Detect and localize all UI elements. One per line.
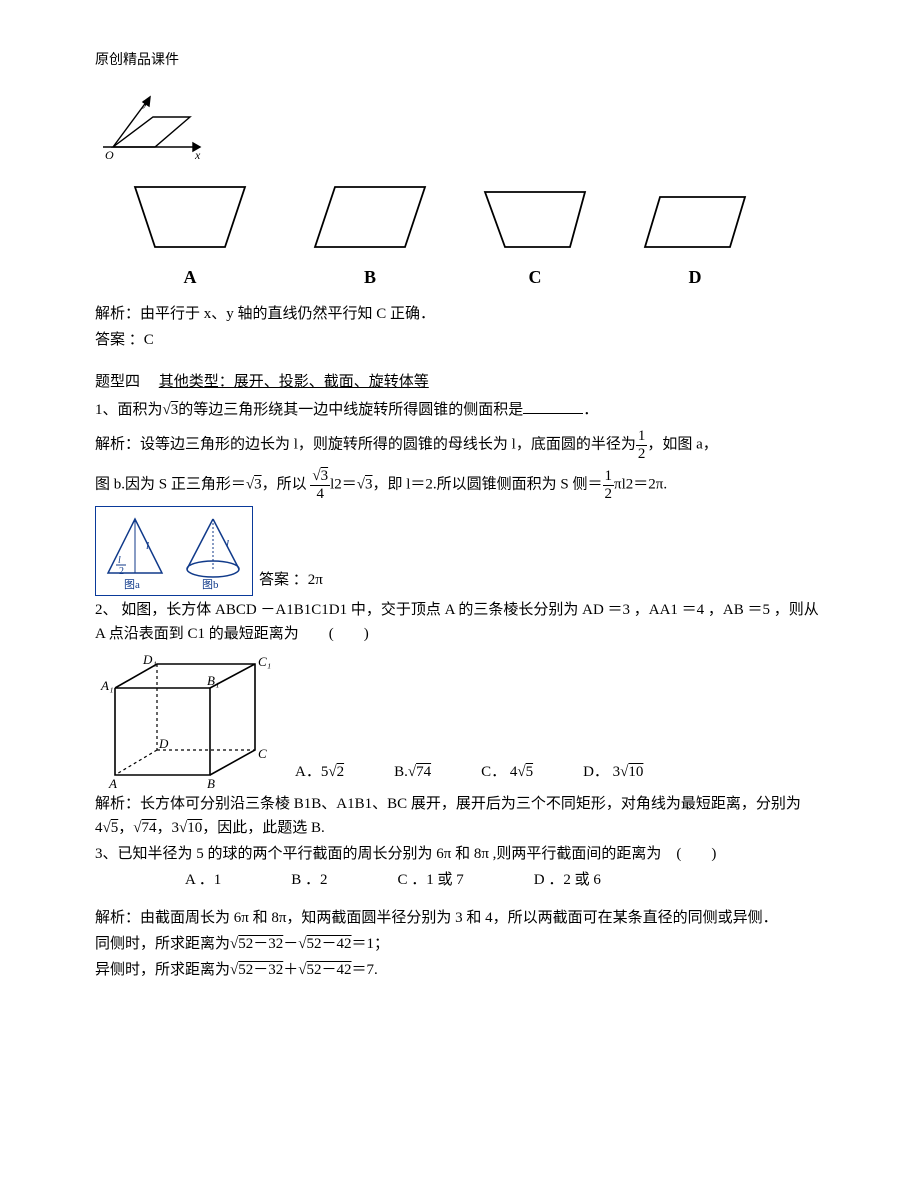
q1-blank <box>523 399 583 414</box>
q1-expl-b: ，如图 a， <box>647 437 717 453</box>
q1-stem-b: 的等边三角形绕其一边中线旋转所得圆锥的侧面积是 <box>178 402 523 418</box>
q2-opt-c: C． 4√5 <box>481 760 533 784</box>
svg-text:B₁: B₁ <box>207 673 219 688</box>
fig-option-b: B <box>305 177 435 292</box>
q1-expl-g: πl2＝2π. <box>614 477 667 493</box>
svg-text:D: D <box>158 736 169 751</box>
option-b-label: B <box>364 263 376 292</box>
q1-expl-1: 解析：设等边三角形的边长为 l，则旋转所得的圆锥的母线长为 l，底面圆的半径为1… <box>95 428 825 462</box>
axis-o-label: O <box>105 148 114 162</box>
q3-opt-b: B ．2 <box>291 868 327 892</box>
frac-d-2: 4 <box>310 486 330 503</box>
frac-n-1: 1 <box>636 428 648 446</box>
q2-opt-d: D． 3√10 <box>583 760 643 784</box>
q2-options: A．5√2 B.√74 C． 4√5 D． 3√10 <box>295 760 643 790</box>
q3-opt-d: D ．2 或 6 <box>534 868 601 892</box>
section-4-title: 题型四 其他类型：展开、投影、截面、旋转体等 <box>95 370 825 394</box>
q1-expl-c: 图 b.因为 S 正三角形＝ <box>95 477 246 493</box>
q2-explanation: 解析：长方体可分别沿三条棱 B1B、A1B1、BC 展开，展开后为三个不同矩形，… <box>95 792 825 840</box>
fig-option-c: C <box>475 182 595 292</box>
q1-sqrt3-2: 3 <box>254 477 262 493</box>
q3-opt-a: A ．1 <box>185 868 221 892</box>
q1-stem: 1、面积为√3的等边三角形绕其一边中线旋转所得圆锥的侧面积是． <box>95 398 825 422</box>
page-header: 原创精品课件 <box>95 50 825 72</box>
q1-expl-2: 图 b.因为 S 正三角形＝√3，所以 √34l2＝√3，即 l＝2.所以圆锥侧… <box>95 468 825 502</box>
q2-opt-a: A．5√2 <box>295 760 344 784</box>
option-d-label: D <box>689 263 702 292</box>
svg-text:2: 2 <box>119 566 124 577</box>
frac-d-1: 2 <box>636 446 648 463</box>
q1-fig-row: l l 2 图a l 图b 答案 ：2π <box>95 506 825 596</box>
q1-stem-c: ． <box>583 402 598 418</box>
q2-fig-row: A B C D A₁ B₁ C₁ D₁ A．5√2 B.√74 C． 4√5 D． 3√… <box>95 650 825 790</box>
option-c-label: C <box>529 263 542 292</box>
q1-fig-cone: l 图b <box>178 511 248 591</box>
svg-text:l: l <box>226 538 229 550</box>
section-4-title-b: 其他类型：展开、投影、截面、旋转体等 <box>159 374 429 390</box>
fig-axes: O x y <box>95 92 825 162</box>
axis-y-label: y <box>142 95 149 109</box>
q3-opt-c: C ．1 或 7 <box>398 868 464 892</box>
section-4-title-a: 题型四 <box>95 374 140 390</box>
q1-expl-a: 解析：设等边三角形的边长为 l，则旋转所得的圆锥的母线长为 l，底面圆的半径为 <box>95 437 636 453</box>
q1-fig-box: l l 2 图a l 图b <box>95 506 253 596</box>
q0-explanation: 解析：由平行于 x、y 轴的直线仍然平行知 C 正确． <box>95 302 825 326</box>
axis-x-label: x <box>194 148 201 162</box>
fig-options-row: A B C D <box>115 177 825 292</box>
q3-stem: 3、已知半径为 5 的球的两个平行截面的周长分别为 6π 和 8π ,则两平行截… <box>95 842 825 866</box>
q0-answer: 答案 ：C <box>95 328 825 352</box>
q1-expl-d: ，所以 <box>262 477 311 493</box>
option-a-label: A <box>184 263 197 292</box>
q1-expl-e: l2＝ <box>330 477 357 493</box>
svg-text:C: C <box>258 746 267 761</box>
q1-expl-f: ，即 l＝2.所以圆锥侧面积为 S 侧＝ <box>372 477 602 493</box>
svg-text:D₁: D₁ <box>142 652 157 667</box>
q1-answer: 答案 ：2π <box>259 568 323 596</box>
fig-option-a: A <box>115 177 265 292</box>
q2-fig-cuboid: A B C D A₁ B₁ C₁ D₁ <box>95 650 275 790</box>
svg-text:C₁: C₁ <box>258 654 271 669</box>
q3-expl-a: 解析：由截面周长为 6π 和 8π，知两截面圆半径分别为 3 和 4，所以两截面… <box>95 906 825 930</box>
q3-options: A ．1 B ．2 C ．1 或 7 D ．2 或 6 <box>95 868 825 892</box>
svg-text:A: A <box>108 776 117 790</box>
svg-text:l: l <box>146 540 149 552</box>
frac-d-3: 2 <box>603 486 615 503</box>
q1-stem-a: 1、面积为 <box>95 402 163 418</box>
q1-fig-triangle: l l 2 图a <box>100 511 170 591</box>
q3-expl-b: 同侧时，所求距离为√52－32－√52－42＝1； <box>95 932 825 956</box>
svg-text:l: l <box>118 555 121 566</box>
frac-n-3: 1 <box>603 468 615 486</box>
svg-text:图a: 图a <box>124 578 140 591</box>
q2-opt-b: B.√74 <box>394 760 431 784</box>
svg-text:A₁: A₁ <box>100 678 113 693</box>
fig-option-d: D <box>635 187 755 292</box>
q3-expl-c: 异侧时，所求距离为√52－32＋√52－42＝7. <box>95 958 825 982</box>
q2-stem: 2、 如图，长方体 ABCD －A1B1C1D1 中，交于顶点 A 的三条棱长分… <box>95 598 825 646</box>
svg-text:B: B <box>207 776 215 790</box>
svg-text:图b: 图b <box>202 578 219 591</box>
